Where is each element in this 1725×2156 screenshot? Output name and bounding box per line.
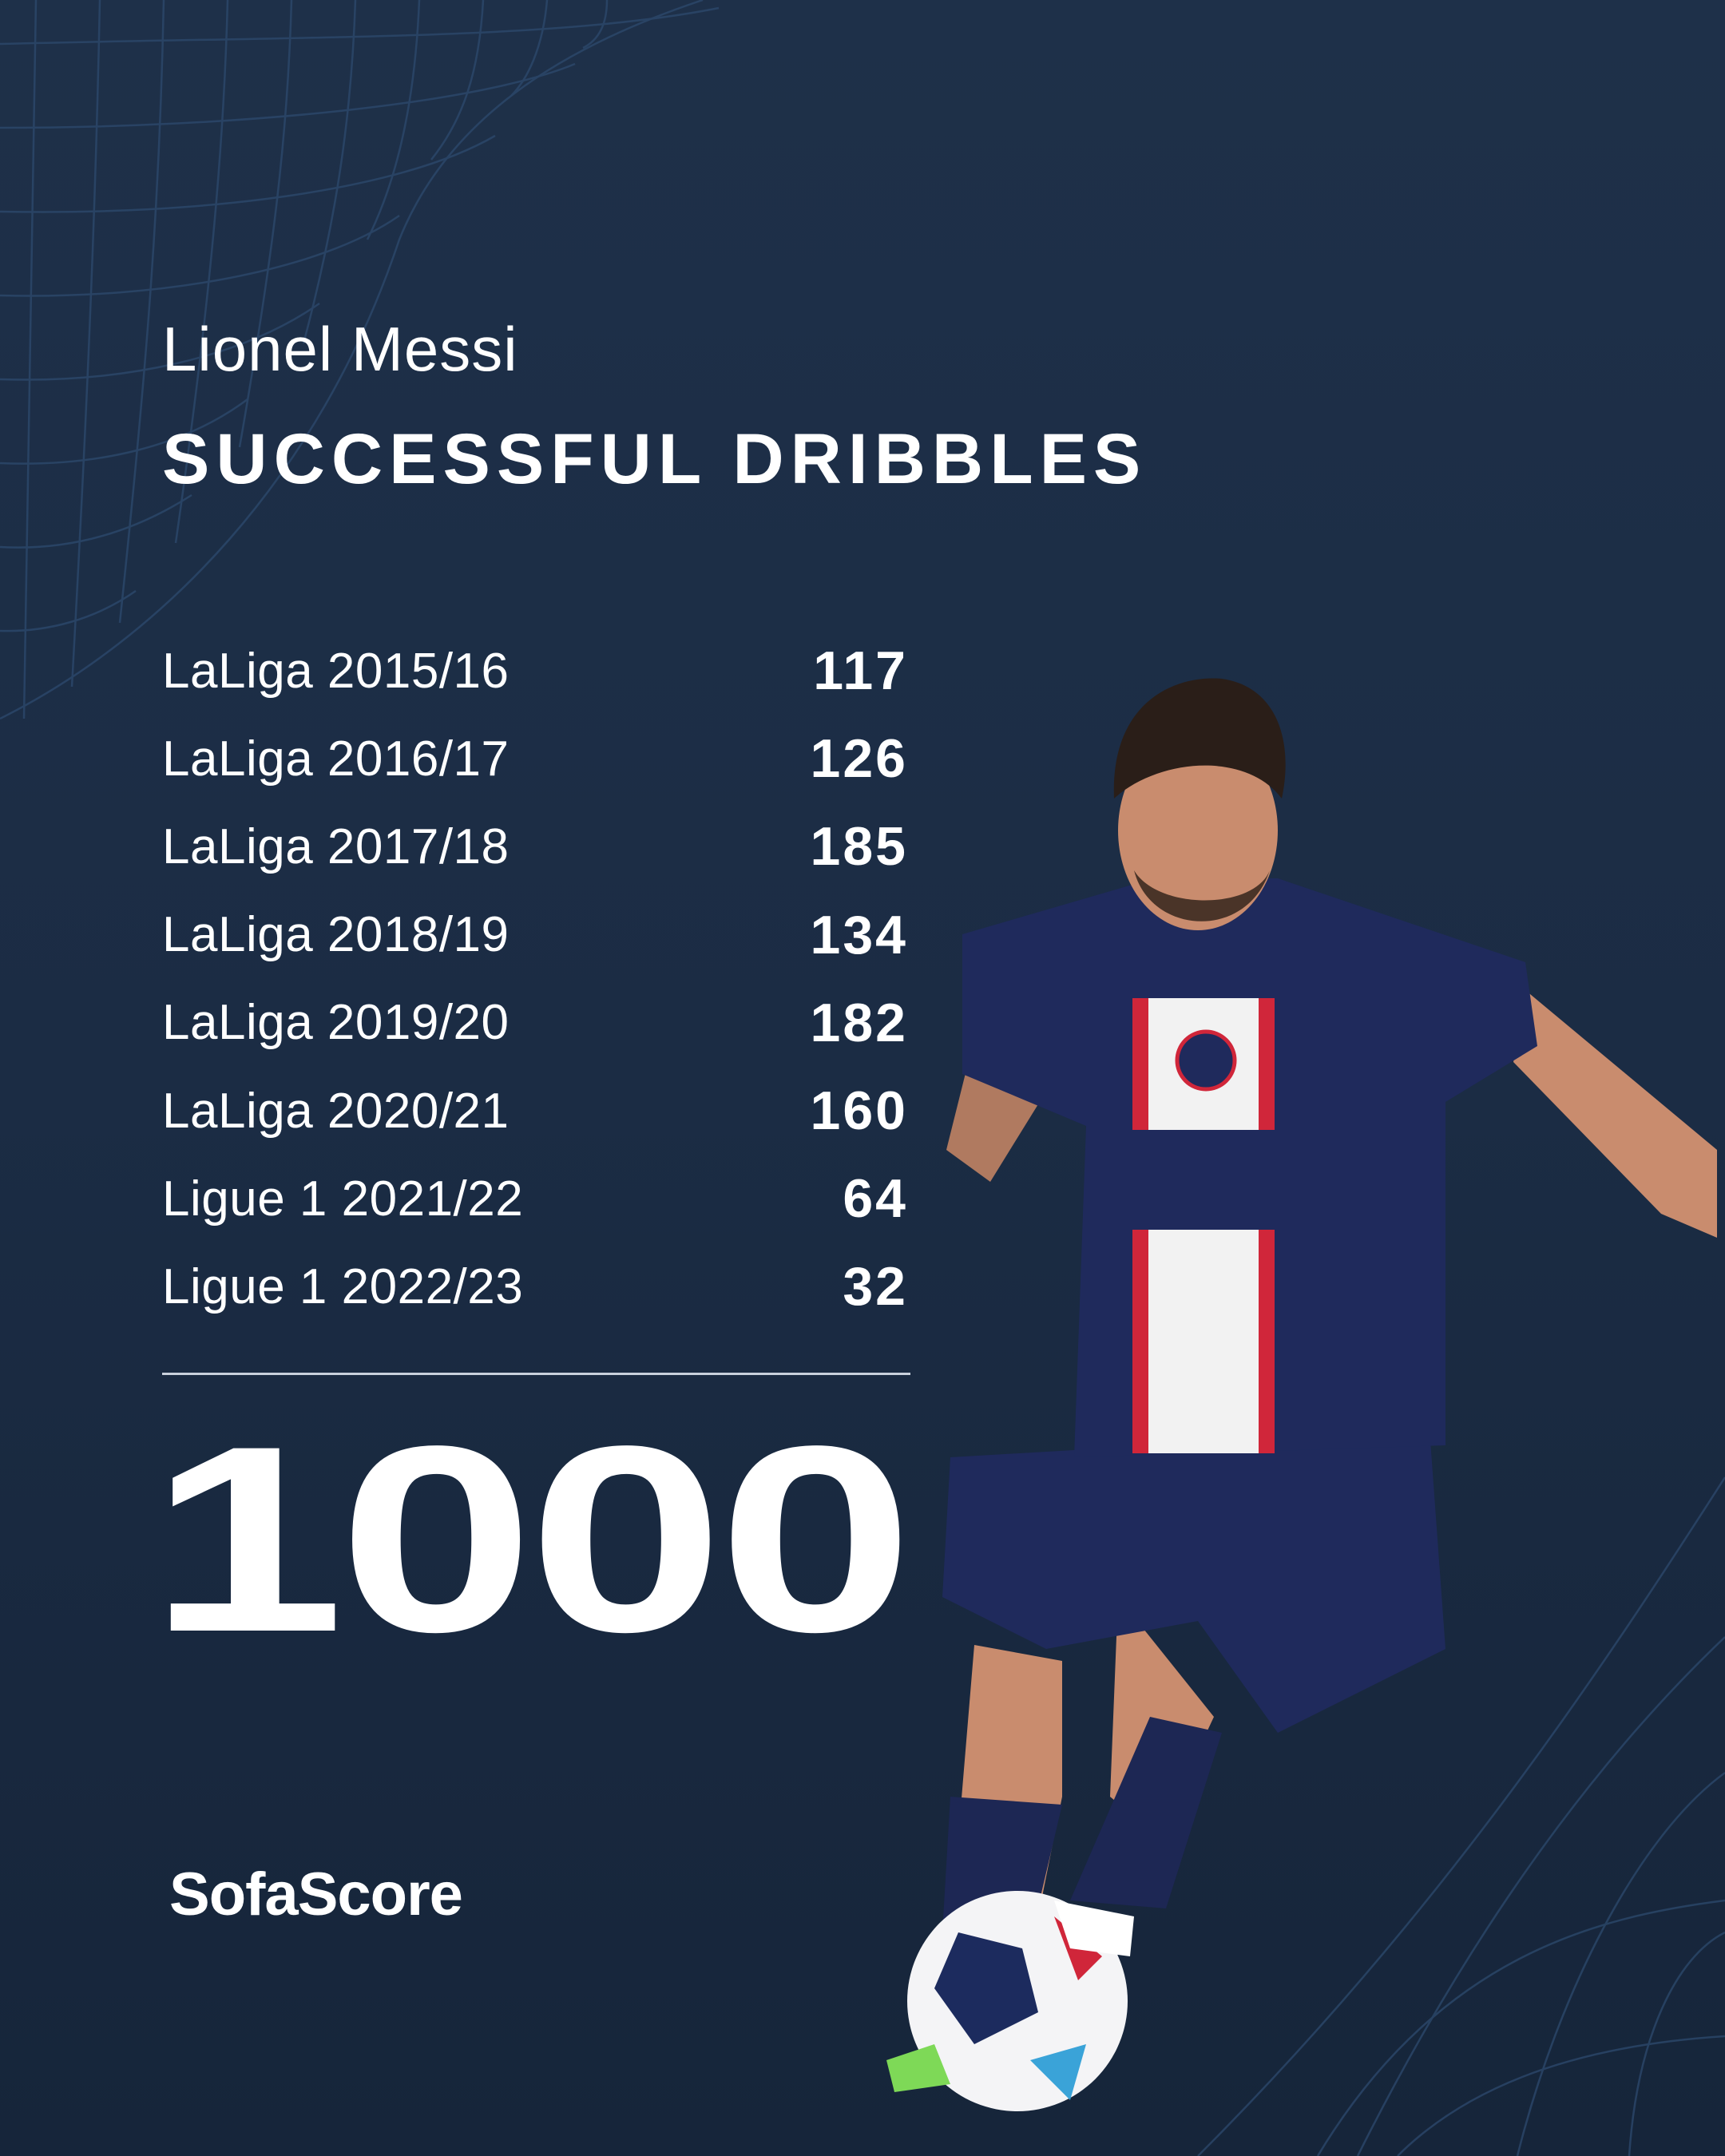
sofascore-logo: SofaScore [169, 1861, 463, 1928]
player-head [1118, 731, 1278, 930]
season-row: LaLiga 2016/17 126 [162, 715, 908, 803]
player-beard [1134, 870, 1270, 921]
season-label: Ligue 1 2021/22 [162, 1171, 524, 1227]
player-name: Lionel Messi [162, 314, 518, 384]
player-right-sock [1070, 1717, 1222, 1908]
season-label: LaLiga 2015/16 [162, 643, 510, 699]
stat-title: SUCCESSFUL DRIBBLES [162, 418, 1148, 498]
season-value: 185 [810, 816, 908, 878]
season-stats-list: LaLiga 2015/16 117 LaLiga 2016/17 126 LaLi… [162, 627, 908, 1331]
season-value: 126 [810, 728, 908, 790]
divider [162, 1373, 910, 1375]
player-right-arm [1513, 990, 1717, 1238]
player-shorts [942, 1429, 1445, 1733]
season-row: LaLiga 2015/16 117 [162, 627, 908, 715]
season-row: LaLiga 2020/21 160 [162, 1067, 908, 1155]
total-value: 1000 [149, 1391, 914, 1687]
season-value: 117 [813, 640, 908, 702]
club-crest-icon [1175, 1029, 1237, 1092]
season-row: Ligue 1 2021/22 64 [162, 1155, 908, 1242]
season-row: Ligue 1 2022/23 32 [162, 1242, 908, 1330]
season-label: Ligue 1 2022/23 [162, 1258, 524, 1314]
player-hair [1113, 678, 1286, 799]
season-label: LaLiga 2016/17 [162, 731, 510, 787]
season-value: 32 [843, 1256, 908, 1318]
ball-panel [1030, 2044, 1086, 2100]
season-row: LaLiga 2018/19 134 [162, 891, 908, 979]
season-value: 64 [843, 1168, 908, 1230]
season-value: 182 [810, 992, 908, 1053]
ball-panel [934, 1932, 1038, 2044]
season-value: 160 [810, 1080, 908, 1142]
season-label: LaLiga 2019/20 [162, 995, 510, 1051]
season-label: LaLiga 2020/21 [162, 1083, 510, 1139]
season-value: 134 [810, 904, 908, 965]
season-label: LaLiga 2018/19 [162, 907, 510, 963]
season-label: LaLiga 2017/18 [162, 818, 510, 874]
player-boot [886, 2044, 950, 2092]
player-boot [1054, 1900, 1134, 1956]
season-row: LaLiga 2017/18 185 [162, 803, 908, 890]
season-row: LaLiga 2019/20 182 [162, 979, 908, 1067]
shirt-sponsor-band [1102, 1130, 1310, 1230]
